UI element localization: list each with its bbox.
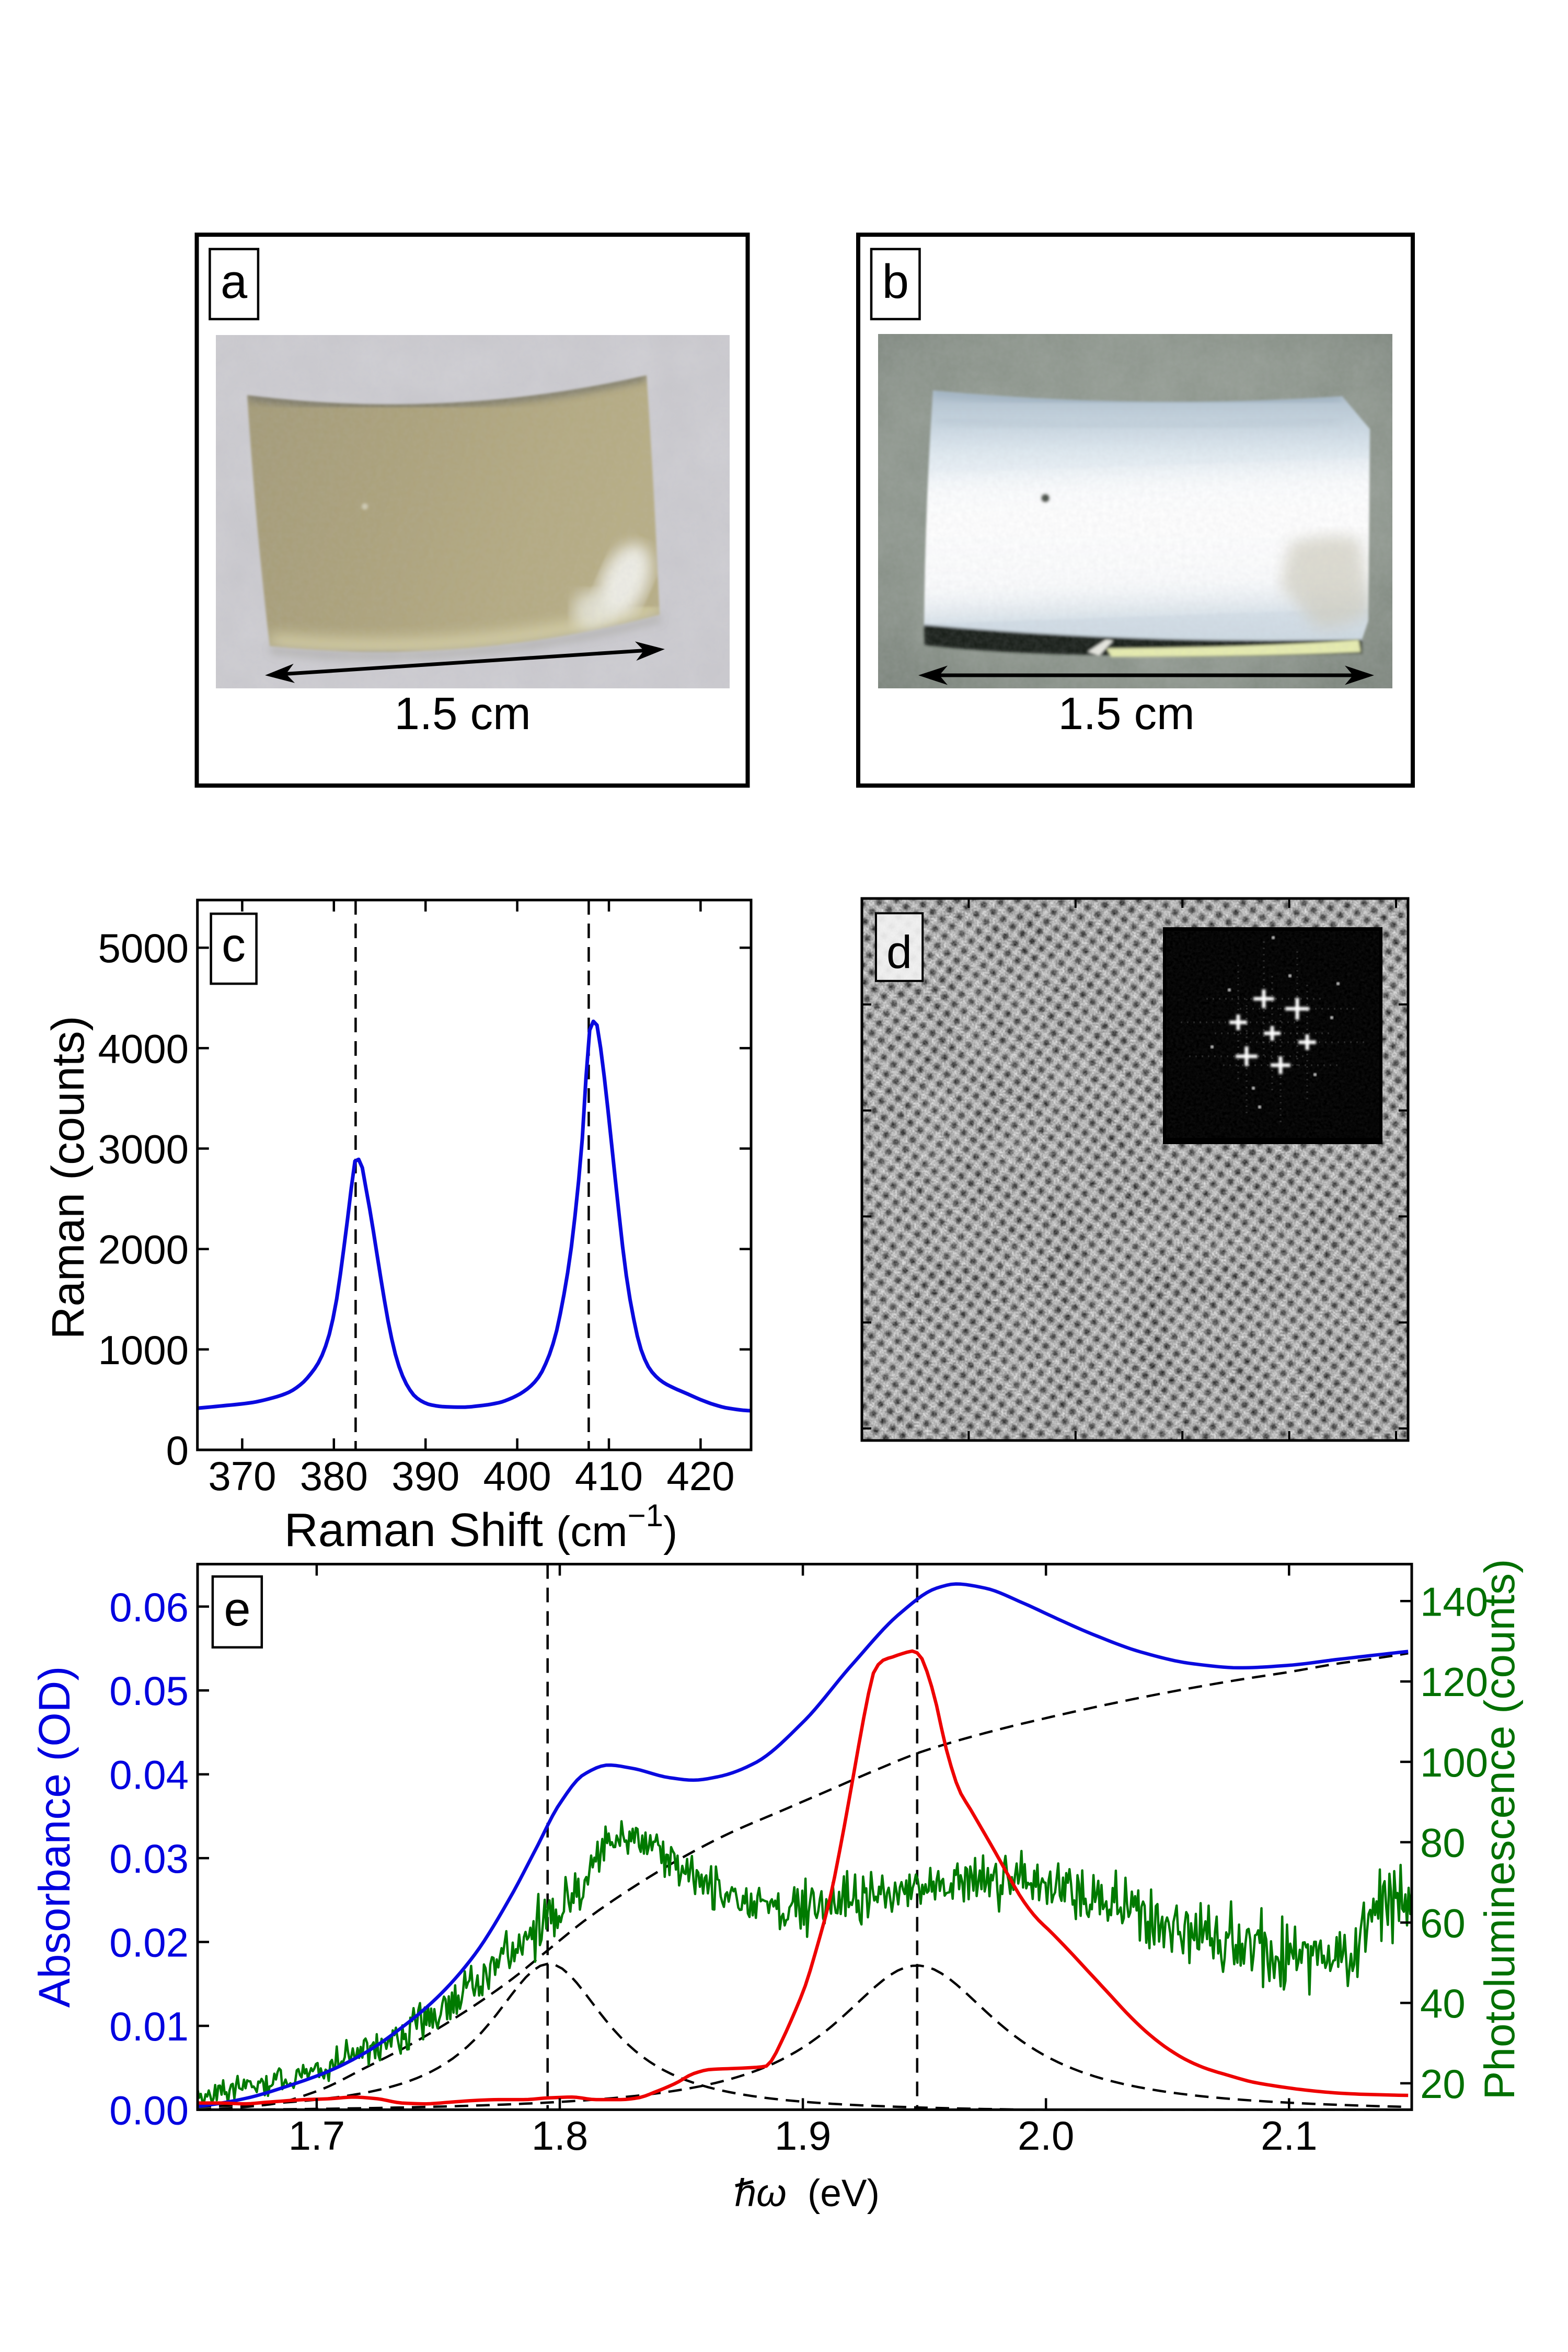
- svg-text:4000: 4000: [98, 1025, 189, 1071]
- svg-text:1.5 cm: 1.5 cm: [394, 688, 531, 739]
- svg-text:0.00: 0.00: [109, 2087, 189, 2133]
- svg-text:140: 140: [1420, 1578, 1488, 1624]
- svg-text:0.01: 0.01: [109, 2003, 189, 2049]
- svg-text:1000: 1000: [98, 1327, 189, 1373]
- svg-text:400: 400: [483, 1453, 551, 1499]
- svg-text:0.03: 0.03: [109, 1836, 189, 1882]
- svg-text:1.8: 1.8: [532, 2113, 588, 2159]
- svg-text:Absorbance (OD): Absorbance (OD): [30, 1666, 79, 2008]
- svg-text:40: 40: [1420, 1980, 1466, 2026]
- svg-text:c: c: [222, 918, 246, 972]
- svg-text:Raman Shift (cm−1): Raman Shift (cm−1): [284, 1498, 678, 1557]
- svg-text:a: a: [221, 255, 248, 308]
- svg-text:b: b: [882, 255, 909, 308]
- svg-text:(eV): (eV): [808, 2172, 880, 2215]
- svg-text:Photoluminescence (counts): Photoluminescence (counts): [1476, 1559, 1524, 2100]
- svg-text:5000: 5000: [98, 925, 189, 971]
- svg-text:1.5 cm: 1.5 cm: [1058, 688, 1194, 739]
- svg-text:0.05: 0.05: [109, 1668, 189, 1714]
- svg-text:410: 410: [575, 1453, 643, 1499]
- svg-text:120: 120: [1420, 1659, 1488, 1705]
- svg-text:80: 80: [1420, 1820, 1466, 1866]
- svg-text:d: d: [886, 926, 912, 978]
- svg-text:60: 60: [1420, 1900, 1466, 1946]
- svg-text:1.9: 1.9: [775, 2113, 831, 2159]
- svg-text:0: 0: [166, 1427, 189, 1473]
- svg-text:0.06: 0.06: [109, 1584, 189, 1630]
- svg-text:Raman (counts): Raman (counts): [43, 1016, 94, 1340]
- svg-text:100: 100: [1420, 1739, 1488, 1785]
- svg-text:420: 420: [666, 1453, 734, 1499]
- svg-text:380: 380: [300, 1453, 368, 1499]
- svg-text:20: 20: [1420, 2061, 1466, 2107]
- svg-text:1.7: 1.7: [289, 2113, 345, 2159]
- svg-text:0.02: 0.02: [109, 1920, 189, 1966]
- svg-text:0.04: 0.04: [109, 1752, 189, 1798]
- svg-text:2.1: 2.1: [1261, 2113, 1317, 2159]
- svg-text:370: 370: [208, 1453, 276, 1499]
- svg-text:3000: 3000: [98, 1126, 189, 1172]
- svg-text:390: 390: [391, 1453, 459, 1499]
- svg-text:2000: 2000: [98, 1227, 189, 1273]
- svg-text:e: e: [224, 1583, 250, 1636]
- svg-text:2.0: 2.0: [1018, 2113, 1074, 2159]
- svg-text:hω: hω: [735, 2171, 787, 2215]
